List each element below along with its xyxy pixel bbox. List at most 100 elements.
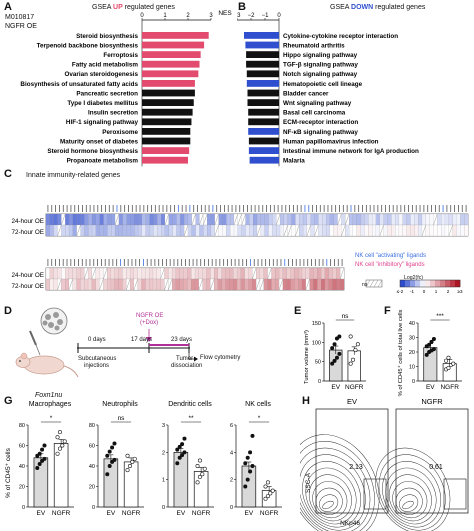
heatmap-top-cell	[230, 213, 235, 226]
heatmap-top-row-label: 72-hour OE	[11, 229, 44, 236]
panel-h-x-label: NKp46	[340, 520, 360, 527]
heatmap-top-cell	[268, 224, 273, 237]
heatmap-top-cell	[352, 213, 358, 226]
heatmap-top-cell	[264, 224, 269, 237]
panel-g-2-point	[175, 461, 180, 466]
panel-b-category-label: Cytokine-cytokine receptor interaction	[283, 33, 398, 40]
panel-h-flow: SSC-A EV 2.13 NGFR 0.61 NKp46	[300, 397, 469, 531]
heatmap-top-cell	[441, 213, 446, 226]
panel-b-bar	[246, 60, 279, 68]
heatmap-top-cell	[433, 224, 438, 237]
panel-g-2-point	[197, 474, 202, 479]
heatmap-bottom-cell	[95, 278, 100, 291]
heatmap-bottom-ns-hatch	[339, 267, 345, 280]
heatmap-top-cell	[272, 224, 277, 237]
panel-a-tick-label: 3	[209, 13, 213, 19]
heatmap-top-cell	[299, 213, 304, 226]
heatmap-bottom-cell	[61, 267, 66, 280]
heatmap-top-cell	[114, 224, 120, 237]
panel-e-point	[353, 348, 358, 353]
timeline-day17: 17 days	[131, 337, 153, 343]
panel-g-2-y-tick-label: 0	[162, 505, 165, 511]
heatmap-top-cell	[237, 224, 242, 237]
heatmap-top-cell	[333, 224, 338, 237]
heatmap-bottom-cell	[65, 278, 70, 291]
panel-g-1-y-tick-label: 0	[92, 505, 95, 511]
panel-g-0-point	[37, 451, 42, 456]
panel-a-bar	[142, 99, 194, 106]
heatmap-bottom-cell	[271, 278, 276, 291]
heatmap-bottom-row-label: 72-hour OE	[11, 283, 44, 290]
panel-g-3-point	[243, 461, 248, 466]
heatmap-top-cell	[444, 213, 450, 226]
panel-g-1-point	[130, 459, 135, 464]
panel-h-ev-contour	[300, 441, 375, 531]
panel-h-ev-contour	[315, 487, 343, 515]
heatmap-top-cell	[137, 224, 143, 237]
heatmap-bottom-cell	[187, 267, 192, 280]
panel-h-ev-title: EV	[347, 397, 357, 406]
heatmap-bottom-cell	[122, 278, 127, 291]
panel-a-condition: NGFR OE	[5, 23, 37, 30]
heatmap-top-cell	[141, 213, 147, 226]
panel-g-2-point	[180, 442, 185, 447]
heatmap-top-cell	[126, 224, 131, 237]
heatmap-top-cell	[130, 213, 135, 226]
heatmap-bottom-cell	[49, 267, 54, 280]
heatmap-top-cell	[195, 224, 200, 237]
panel-f-label: F	[384, 305, 391, 317]
heatmap-top-cell	[425, 213, 430, 226]
panel-g-2-y-tick-label: 3	[162, 423, 165, 429]
panel-e-y-tick-label: 100	[312, 340, 321, 346]
heatmap-top-cell	[410, 213, 415, 226]
panel-g-0-point	[57, 446, 62, 451]
panel-a-bar	[142, 70, 199, 78]
heatmap-bottom-cell	[110, 267, 116, 280]
heatmap-bottom-ns-hatch	[126, 278, 131, 291]
heatmap-bottom-cell	[275, 278, 280, 291]
panel-a-title-emph: UP	[113, 4, 123, 11]
panel-f-point	[451, 361, 456, 366]
panel-h-y-label: SSC-A	[305, 472, 312, 493]
heatmap-top-cell	[348, 213, 354, 226]
panel-e-point	[332, 342, 337, 347]
panel-h-ngfr-contour	[392, 481, 428, 519]
heatmap-top-cell	[421, 213, 427, 226]
heatmap-bottom-cell	[244, 278, 249, 291]
heatmap-top-row-label: 24-hour OE	[11, 218, 44, 225]
panel-h-ngfr-contour	[388, 474, 432, 522]
heatmap-top-cell	[337, 224, 342, 237]
panel-f-point	[431, 347, 436, 352]
panel-h-ngfr-title: NGFR	[421, 397, 443, 406]
panel-g-0-point	[40, 447, 45, 452]
heatmap-bottom-cell	[156, 278, 161, 291]
heatmap-top-cell	[414, 213, 419, 226]
panel-g-3-x-label: EV	[245, 510, 254, 517]
heatmap-bottom-cell	[129, 267, 135, 280]
heatmap-top-ns-hatch	[379, 224, 384, 237]
panel-g-1-point	[107, 449, 112, 454]
syringe-icon	[29, 330, 41, 356]
panel-b-bar	[248, 137, 279, 145]
heatmap-top-ns-hatch	[421, 224, 426, 237]
panel-g-2-point	[177, 444, 182, 449]
heatmap-top-cell	[429, 224, 434, 237]
heatmap-top-cell	[164, 224, 170, 237]
heatmap-bottom-cell	[126, 267, 131, 280]
heatmap-top-cell	[260, 224, 265, 237]
heatmap-bottom-cell	[183, 278, 188, 291]
heatmap-top-cell	[141, 224, 147, 237]
heatmap-top-cell	[153, 224, 158, 237]
panel-e-y-label: Tumor volume (mm³)	[304, 330, 310, 384]
heatmap-top-cell	[368, 224, 373, 237]
panel-g-0-point	[55, 435, 60, 440]
heatmap-top-cell	[180, 224, 185, 237]
panel-a-category-label: Terpenoid backbone biosynthesis	[37, 42, 139, 49]
heatmap-bottom-cell	[149, 267, 154, 280]
heatmap-top-cell	[295, 213, 300, 226]
heatmap-bottom-cell	[225, 278, 230, 291]
heatmap-top-cell	[395, 213, 400, 226]
heatmap-top-cell	[145, 213, 150, 226]
panel-a-bar	[142, 89, 195, 97]
heatmap-top-cell	[222, 213, 227, 226]
